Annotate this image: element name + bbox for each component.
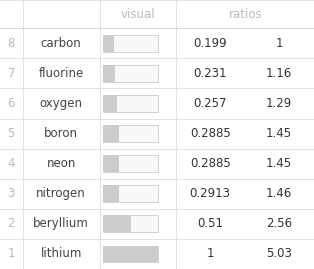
Text: lithium: lithium [41, 247, 82, 260]
Text: 2.56: 2.56 [266, 217, 292, 230]
Bar [103, 65, 116, 82]
Bar [103, 65, 158, 82]
Text: nitrogen: nitrogen [36, 187, 86, 200]
Text: 1: 1 [275, 37, 283, 50]
Text: 0.51: 0.51 [197, 217, 223, 230]
Text: 1.16: 1.16 [266, 67, 292, 80]
Text: ratios: ratios [228, 8, 262, 21]
Text: 8: 8 [8, 37, 15, 50]
Text: 0.231: 0.231 [193, 67, 227, 80]
Text: 1.45: 1.45 [266, 127, 292, 140]
Bar [103, 155, 158, 172]
Text: visual: visual [121, 8, 155, 21]
Bar [103, 95, 158, 112]
Bar [103, 125, 119, 142]
Text: 1: 1 [8, 247, 15, 260]
Text: 5: 5 [8, 127, 15, 140]
Bar [103, 246, 158, 262]
Bar [103, 215, 131, 232]
Text: 2: 2 [8, 217, 15, 230]
Text: 0.2885: 0.2885 [190, 127, 230, 140]
Text: neon: neon [46, 157, 76, 170]
Bar [103, 246, 158, 262]
Text: 5.03: 5.03 [266, 247, 292, 260]
Text: 1.29: 1.29 [266, 97, 292, 110]
Text: 3: 3 [8, 187, 15, 200]
Text: 1.46: 1.46 [266, 187, 292, 200]
Text: 0.2913: 0.2913 [190, 187, 231, 200]
Text: carbon: carbon [41, 37, 81, 50]
Text: 0.2885: 0.2885 [190, 157, 230, 170]
Text: 4: 4 [8, 157, 15, 170]
Bar [103, 95, 117, 112]
Text: 1: 1 [207, 247, 214, 260]
Text: beryllium: beryllium [33, 217, 89, 230]
Text: 0.199: 0.199 [193, 37, 227, 50]
Bar [103, 35, 158, 52]
Text: oxygen: oxygen [40, 97, 83, 110]
Bar [103, 185, 158, 202]
Text: fluorine: fluorine [38, 67, 84, 80]
Text: boron: boron [44, 127, 78, 140]
Bar [103, 215, 158, 232]
Bar [103, 155, 119, 172]
Text: 0.257: 0.257 [193, 97, 227, 110]
Text: 6: 6 [8, 97, 15, 110]
Bar [103, 185, 119, 202]
Bar [103, 35, 114, 52]
Bar [103, 125, 158, 142]
Text: 7: 7 [8, 67, 15, 80]
Text: 1.45: 1.45 [266, 157, 292, 170]
